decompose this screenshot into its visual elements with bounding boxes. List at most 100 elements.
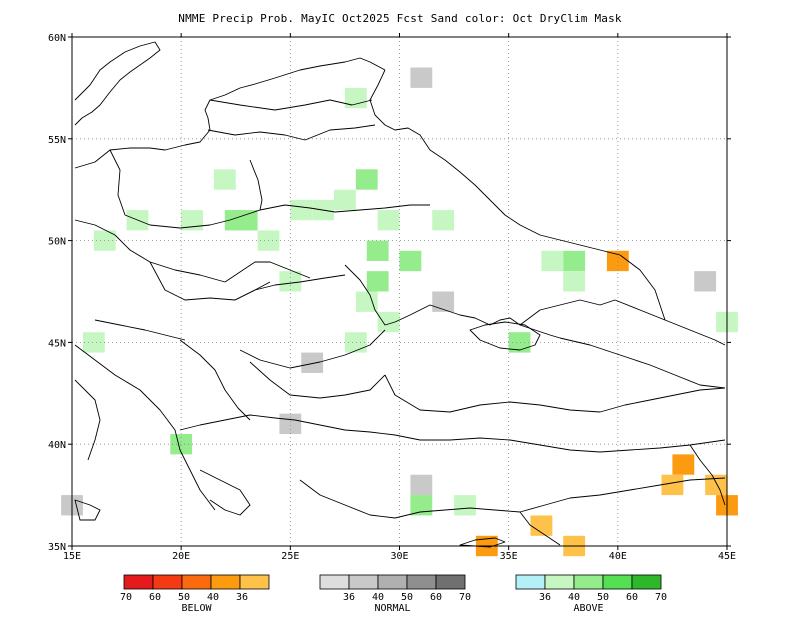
legend-level-below: 70 (120, 592, 132, 603)
romania-north (234, 274, 346, 301)
bulgaria (249, 361, 386, 399)
legend-swatch-above (631, 574, 662, 590)
gulf-of-finland (254, 57, 386, 85)
lon-label: 35E (500, 551, 518, 562)
legend-level-below: 40 (207, 592, 219, 603)
prob-cell-above (355, 291, 378, 312)
prob-cell-above (399, 250, 422, 272)
legend-swatch-normal (406, 574, 437, 590)
azov-coast (519, 299, 616, 326)
lat-label: 35N (48, 542, 66, 553)
legend-category-below: BELOW (181, 603, 212, 614)
lat-label: 60N (48, 33, 66, 44)
balkans-west (74, 344, 216, 511)
legend-level-below: 36 (236, 592, 248, 603)
legend-swatch-normal (348, 574, 379, 590)
prob-cell-below (530, 515, 553, 536)
lon-label: 45E (718, 551, 736, 562)
sicily (74, 499, 101, 521)
legend-level-normal: 40 (372, 592, 384, 603)
lon-label: 15E (63, 551, 81, 562)
prob-cell-above (213, 169, 236, 190)
legend-level-below: 60 (149, 592, 161, 603)
legend-swatch-above (573, 574, 604, 590)
prob-cell-above (541, 250, 564, 272)
legend-category-normal: NORMAL (374, 603, 410, 614)
prob-cell-above (508, 332, 531, 353)
prob-cell-above (563, 271, 586, 292)
prob-cell-normal (301, 352, 324, 373)
turkey-north (319, 424, 726, 453)
prob-cell-below (606, 250, 629, 272)
baltic-coast-south (74, 83, 256, 169)
prob-cell-below (661, 474, 684, 496)
legend-level-above: 50 (597, 592, 609, 603)
greece-mainland (199, 469, 251, 516)
lat-label: 40N (48, 440, 66, 451)
country-borders (74, 41, 726, 548)
prob-cell-normal (410, 67, 433, 88)
prob-cell-above (82, 332, 105, 353)
prob-cell-normal (279, 413, 302, 435)
caucasus (614, 299, 726, 346)
prob-cell-normal (694, 271, 717, 292)
scandinavia-coast (74, 41, 161, 126)
russia-south (619, 254, 666, 321)
ukraine-coast (394, 304, 561, 339)
legend-swatch-above (544, 574, 575, 590)
lat-label: 55N (48, 135, 66, 146)
black-sea-south (384, 374, 726, 413)
legend-level-normal: 60 (430, 592, 442, 603)
romania-south (239, 329, 386, 369)
legend-level-above: 70 (655, 592, 667, 603)
legend-swatch-below (210, 574, 241, 590)
greece-north (179, 414, 321, 431)
prob-cell-above (377, 311, 400, 333)
legend-level-normal: 50 (401, 592, 413, 603)
prob-cell-above (334, 189, 356, 211)
prob-cell-above (410, 495, 433, 516)
germany-czech (74, 219, 226, 283)
prob-cell-below (672, 454, 695, 475)
italy-coast (74, 379, 101, 461)
legend-category-above: ABOVE (573, 603, 603, 614)
legend-swatch-normal (377, 574, 408, 590)
lon-label: 20E (172, 551, 190, 562)
lon-label: 30E (390, 551, 408, 562)
graticule (72, 37, 727, 546)
belarus-south (259, 204, 430, 213)
map-title: NMME Precip Prob. MayIC Oct2025 Fcst San… (178, 12, 622, 25)
prob-cell-above (563, 250, 586, 272)
prob-cell-below (705, 474, 727, 496)
poland-border (109, 149, 261, 229)
prob-cell-above (432, 210, 455, 231)
legend-level-normal: 36 (343, 592, 355, 603)
belarus-west (249, 159, 263, 211)
prob-cell-above (355, 169, 378, 190)
estonia-latvia-border (209, 99, 373, 111)
legend-level-above: 40 (568, 592, 580, 603)
probability-cells (61, 67, 738, 557)
crimea (469, 321, 541, 351)
legend-level-below: 50 (178, 592, 190, 603)
serbia (179, 339, 251, 421)
black-sea-east (559, 337, 726, 389)
russia-west-border (369, 69, 621, 256)
turkey-east-border (689, 444, 726, 506)
lon-label: 40E (609, 551, 627, 562)
croatia-bosnia (94, 319, 186, 341)
latvia-lithuania-border (207, 129, 306, 141)
lon-label: 25E (281, 551, 299, 562)
prob-cell-above (366, 240, 389, 261)
cyprus (459, 537, 506, 548)
prob-cell-above (366, 271, 389, 292)
belarus-north (304, 124, 376, 141)
legend-swatch-normal (435, 574, 466, 590)
legend-swatch-below (181, 574, 212, 590)
legend-swatch-above (602, 574, 633, 590)
legend-swatch-above (515, 574, 546, 590)
ukraine-west (224, 261, 311, 283)
prob-cell-normal (432, 291, 455, 312)
